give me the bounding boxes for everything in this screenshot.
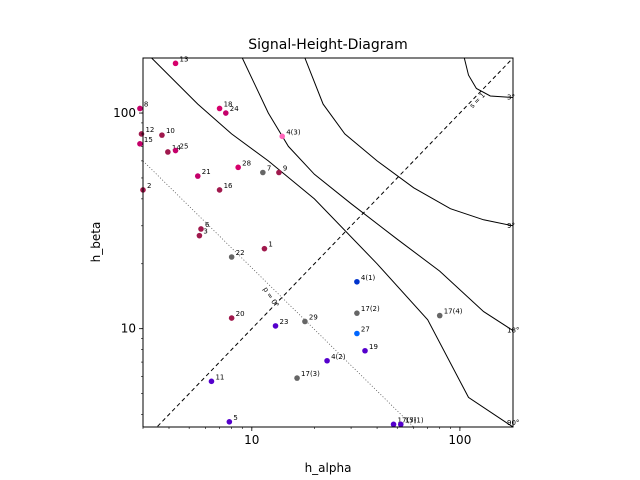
curve-0 bbox=[151, 58, 513, 427]
point-label-22: 22 bbox=[236, 249, 245, 257]
y-tick-label: 100 bbox=[113, 106, 136, 120]
point-label-4(1): 4(1) bbox=[361, 274, 376, 282]
point-label-13: 13 bbox=[180, 55, 189, 63]
point-15 bbox=[137, 141, 143, 147]
point-label-17(4): 17(4) bbox=[444, 308, 463, 316]
x-axis-label: h_alpha bbox=[305, 461, 352, 475]
ticks-layer: 10 100 10 100 bbox=[113, 106, 471, 447]
x-tick-label: 10 bbox=[244, 433, 259, 447]
point-label-1: 1 bbox=[268, 241, 272, 249]
point-label-9: 9 bbox=[283, 165, 287, 173]
diagonal-line bbox=[156, 58, 513, 427]
point-7 bbox=[260, 169, 266, 176]
point-29 bbox=[302, 318, 308, 325]
point-label-19: 19 bbox=[369, 343, 378, 351]
point-17(4) bbox=[436, 312, 443, 319]
point-label-7: 7 bbox=[267, 165, 271, 173]
curve-label-2: 9° bbox=[507, 222, 515, 230]
point-label-6: 6 bbox=[205, 221, 210, 229]
point-label-12: 12 bbox=[145, 126, 154, 134]
point-10 bbox=[159, 132, 165, 138]
point-label-4(2): 4(2) bbox=[331, 353, 346, 361]
point-22 bbox=[228, 254, 235, 260]
point-label-29: 29 bbox=[309, 313, 318, 321]
point-21 bbox=[194, 173, 201, 179]
chart-title: Signal-Height-Diagram bbox=[248, 37, 408, 53]
x-tick-label: 100 bbox=[448, 433, 471, 447]
plot-frame bbox=[142, 57, 514, 428]
point-6 bbox=[198, 226, 204, 232]
point-label-5: 5 bbox=[233, 414, 237, 422]
point-9 bbox=[276, 169, 282, 176]
point-label-17(5): 17(5) bbox=[398, 416, 417, 424]
point-4(2) bbox=[324, 357, 330, 364]
point-17(3) bbox=[294, 375, 300, 381]
point-27 bbox=[354, 330, 360, 337]
point-5 bbox=[226, 418, 233, 425]
point-8 bbox=[137, 105, 143, 112]
point-label-27: 27 bbox=[361, 325, 370, 333]
point-label-28: 28 bbox=[242, 159, 251, 167]
point-18 bbox=[216, 105, 223, 112]
curves-layer bbox=[151, 58, 513, 427]
point-label-16: 16 bbox=[224, 182, 233, 190]
point-label-2: 2 bbox=[147, 182, 151, 190]
point-label-4(3): 4(3) bbox=[286, 128, 301, 136]
point-24 bbox=[223, 110, 229, 116]
point-label-17(2): 17(2) bbox=[361, 305, 380, 313]
point-20 bbox=[228, 315, 235, 321]
y-tick-label: 10 bbox=[121, 322, 136, 336]
curve-label-3: 3° bbox=[507, 94, 515, 102]
point-label-15: 15 bbox=[144, 136, 153, 144]
point-3 bbox=[196, 232, 203, 239]
y-axis-label: h_beta bbox=[89, 222, 103, 263]
point-23 bbox=[272, 323, 279, 329]
point-label-3: 3 bbox=[203, 228, 207, 236]
phase-line bbox=[143, 160, 415, 427]
point-17(2) bbox=[354, 310, 360, 316]
point-17(5) bbox=[390, 421, 397, 428]
point-1 bbox=[261, 245, 268, 252]
curve-3 bbox=[463, 58, 513, 98]
curve-2 bbox=[304, 58, 513, 227]
point-14 bbox=[165, 149, 171, 155]
point-label-25: 25 bbox=[180, 143, 189, 151]
point-label-18: 18 bbox=[224, 100, 233, 108]
point-25 bbox=[172, 147, 179, 154]
point-19 bbox=[362, 347, 368, 354]
point-label-8: 8 bbox=[144, 100, 148, 108]
point-label-17(1): 17(1) bbox=[405, 416, 424, 424]
point-label-24: 24 bbox=[230, 105, 239, 113]
curve-1 bbox=[241, 58, 513, 332]
point-16 bbox=[216, 187, 223, 193]
point-4(3) bbox=[279, 133, 286, 140]
point-28 bbox=[235, 164, 241, 171]
point-label-23: 23 bbox=[280, 318, 289, 326]
point-13 bbox=[172, 60, 179, 67]
guide-lines-layer bbox=[143, 58, 513, 427]
point-label-21: 21 bbox=[202, 168, 211, 176]
point-11 bbox=[208, 378, 215, 385]
point-label-17(3): 17(3) bbox=[301, 370, 320, 378]
point-label-10: 10 bbox=[166, 127, 175, 135]
point-4(1) bbox=[354, 278, 360, 285]
point-label-11: 11 bbox=[215, 373, 224, 381]
point-17(1) bbox=[397, 421, 404, 428]
plot-area bbox=[143, 58, 513, 427]
points-layer: 138182412101514254(3)287921216631224(1)1… bbox=[137, 55, 463, 428]
point-label-20: 20 bbox=[236, 310, 245, 318]
